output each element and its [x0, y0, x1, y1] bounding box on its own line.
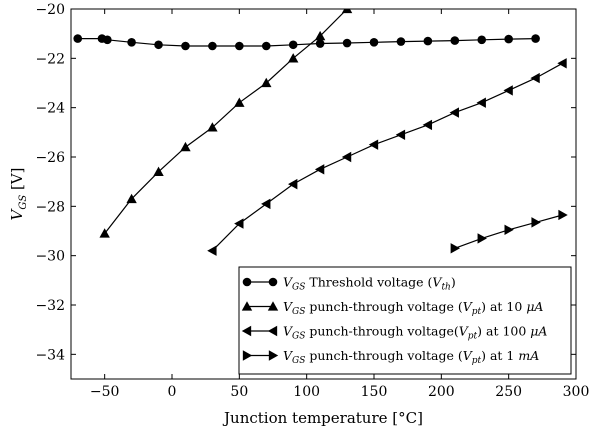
legend-marker: [267, 325, 278, 337]
legend-label: VGS punch-through voltage (Vpt) at 1 mA: [283, 348, 539, 366]
data-point: [234, 218, 244, 229]
plot-area: [73, 9, 568, 256]
data-point: [99, 228, 110, 238]
data-point: [531, 217, 541, 228]
data-point: [342, 38, 352, 48]
x-tick-label: 0: [168, 384, 177, 400]
data-point: [288, 178, 298, 190]
legend-label: VGS punch-through voltage (Vpt) at 10 μA: [283, 299, 543, 317]
y-tick-label: −28: [35, 199, 65, 215]
data-point: [235, 41, 244, 51]
data-point: [234, 97, 245, 107]
data-point: [368, 139, 379, 150]
y-tick-label: −32: [35, 298, 65, 314]
data-point: [181, 41, 190, 51]
data-point: [73, 34, 83, 43]
data-point: [476, 97, 486, 108]
x-tick-label: 50: [230, 384, 248, 400]
data-point: [103, 35, 112, 45]
series-3: [207, 58, 567, 256]
data-point: [557, 58, 567, 69]
y-axis-label-main: V: [8, 208, 26, 221]
legend-box: [238, 266, 572, 375]
data-point: [341, 151, 352, 163]
y-tick-label: −26: [35, 150, 65, 166]
y-tick-label: −22: [35, 51, 65, 67]
series-line: [211, 62, 563, 252]
y-tick-label: −20: [35, 2, 65, 18]
data-point: [314, 164, 325, 175]
y-tick-label: −30: [35, 249, 65, 265]
series-2: [99, 9, 353, 238]
x-axis-label: Junction temperature [°C]: [222, 409, 423, 427]
x-tick-label: 250: [495, 384, 522, 400]
data-point: [531, 34, 540, 43]
data-point: [180, 141, 191, 152]
data-point: [477, 233, 487, 244]
data-point: [450, 243, 460, 254]
data-point: [288, 40, 298, 50]
y-tick-label: −24: [35, 101, 65, 117]
data-point: [315, 39, 325, 48]
data-point: [504, 224, 514, 235]
legend-label: VGS punch-through voltage(Vpt) at 100 μA: [283, 324, 547, 342]
series-line: [104, 9, 348, 234]
data-point: [153, 166, 164, 176]
data-point: [369, 38, 379, 47]
y-axis-label: VGS [V]: [8, 168, 29, 221]
legend-marker: [241, 325, 252, 337]
x-tick-label: −50: [90, 384, 120, 400]
data-point: [477, 35, 487, 45]
data-point: [126, 193, 137, 204]
y-axis-label-unit: [V]: [8, 168, 26, 195]
legend: VGS Threshold voltage (Vth) VGS punch-thr…: [238, 266, 572, 375]
plot-frame: [70, 8, 577, 380]
series-1: [73, 34, 540, 51]
data-point: [288, 53, 299, 63]
data-point: [396, 37, 406, 46]
x-tick-label: 100: [293, 384, 320, 400]
data-point: [261, 198, 271, 210]
data-point: [449, 107, 459, 118]
legend-marker: [242, 277, 252, 287]
legend-marker: [241, 301, 253, 311]
data-point: [341, 9, 353, 14]
x-tick-label: 150: [361, 384, 388, 400]
legend-marker: [267, 301, 279, 311]
y-tick-label: −34: [35, 347, 65, 363]
data-point: [504, 34, 513, 44]
series-line: [77, 38, 536, 47]
legend-marker: [242, 350, 253, 361]
data-point: [423, 36, 433, 46]
x-tick-label: 200: [428, 384, 455, 400]
data-point: [261, 77, 272, 88]
legend-item: VGS punch-through voltage (Vpt) at 1 mA: [242, 348, 539, 366]
x-tick-label: 300: [563, 384, 590, 400]
legend-item: VGS punch-through voltage(Vpt) at 100 μA: [241, 324, 547, 342]
legend-item: VGS punch-through voltage (Vpt) at 10 μA: [241, 299, 543, 317]
y-axis-label-sub: GS: [18, 195, 29, 210]
data-point: [208, 41, 217, 51]
legend-marker: [268, 350, 279, 361]
data-point: [207, 122, 218, 132]
data-point: [558, 209, 568, 221]
data-point: [207, 245, 217, 256]
legend-item: VGS Threshold voltage (Vth): [242, 275, 456, 293]
data-point: [503, 85, 513, 96]
data-point: [314, 30, 326, 41]
data-point: [422, 119, 433, 131]
data-point: [530, 72, 540, 84]
data-point: [154, 40, 163, 50]
data-point: [127, 38, 136, 47]
data-point: [450, 36, 460, 45]
series-4: [450, 209, 568, 254]
data-point: [261, 41, 271, 51]
axis-ticks: −50 0 50 100 150 200 250 300 −34 −32 −30 −28 −26 −24 −…: [35, 2, 589, 400]
legend-label: VGS Threshold voltage (Vth): [283, 275, 456, 293]
data-point: [395, 129, 406, 140]
legend-marker: [268, 277, 278, 287]
